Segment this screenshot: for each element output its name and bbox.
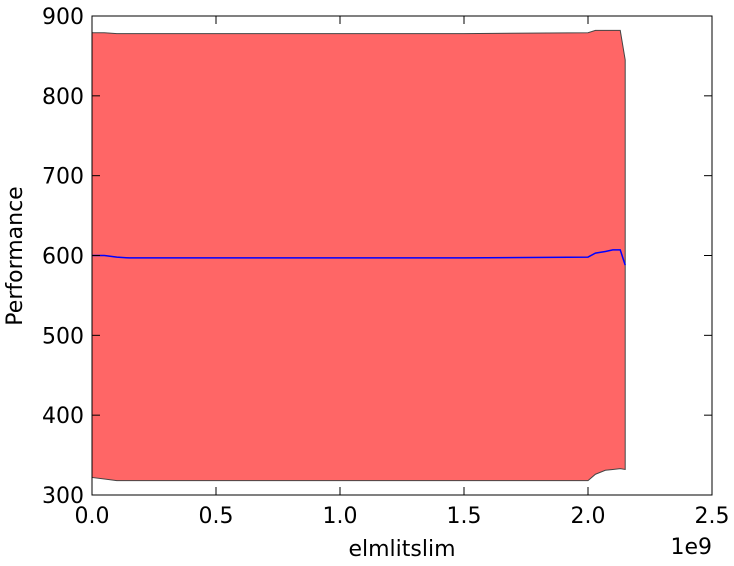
y-tick-label: 300: [42, 484, 84, 509]
y-tick-label: 800: [42, 85, 84, 110]
band-area: [91, 29, 626, 482]
x-tick-label: 1.0: [323, 504, 358, 529]
y-tick-label: 900: [42, 5, 84, 30]
x-tick-label: 2.0: [571, 504, 606, 529]
x-offset-label: 1e9: [670, 535, 712, 560]
x-tick-label: 0.5: [199, 504, 234, 529]
mean-line: [92, 249, 626, 266]
x-axis-label: elmlitslim: [348, 537, 455, 562]
x-tick-label: 2.5: [695, 504, 730, 529]
x-tick-label: 0.0: [75, 504, 110, 529]
y-tick-label: 700: [42, 165, 84, 190]
y-axis-label: Performance: [3, 186, 28, 325]
y-tick-label: 500: [42, 324, 84, 349]
x-tick-label: 1.5: [447, 504, 482, 529]
y-tick-label: 400: [42, 404, 84, 429]
y-tick-label: 600: [42, 245, 84, 270]
